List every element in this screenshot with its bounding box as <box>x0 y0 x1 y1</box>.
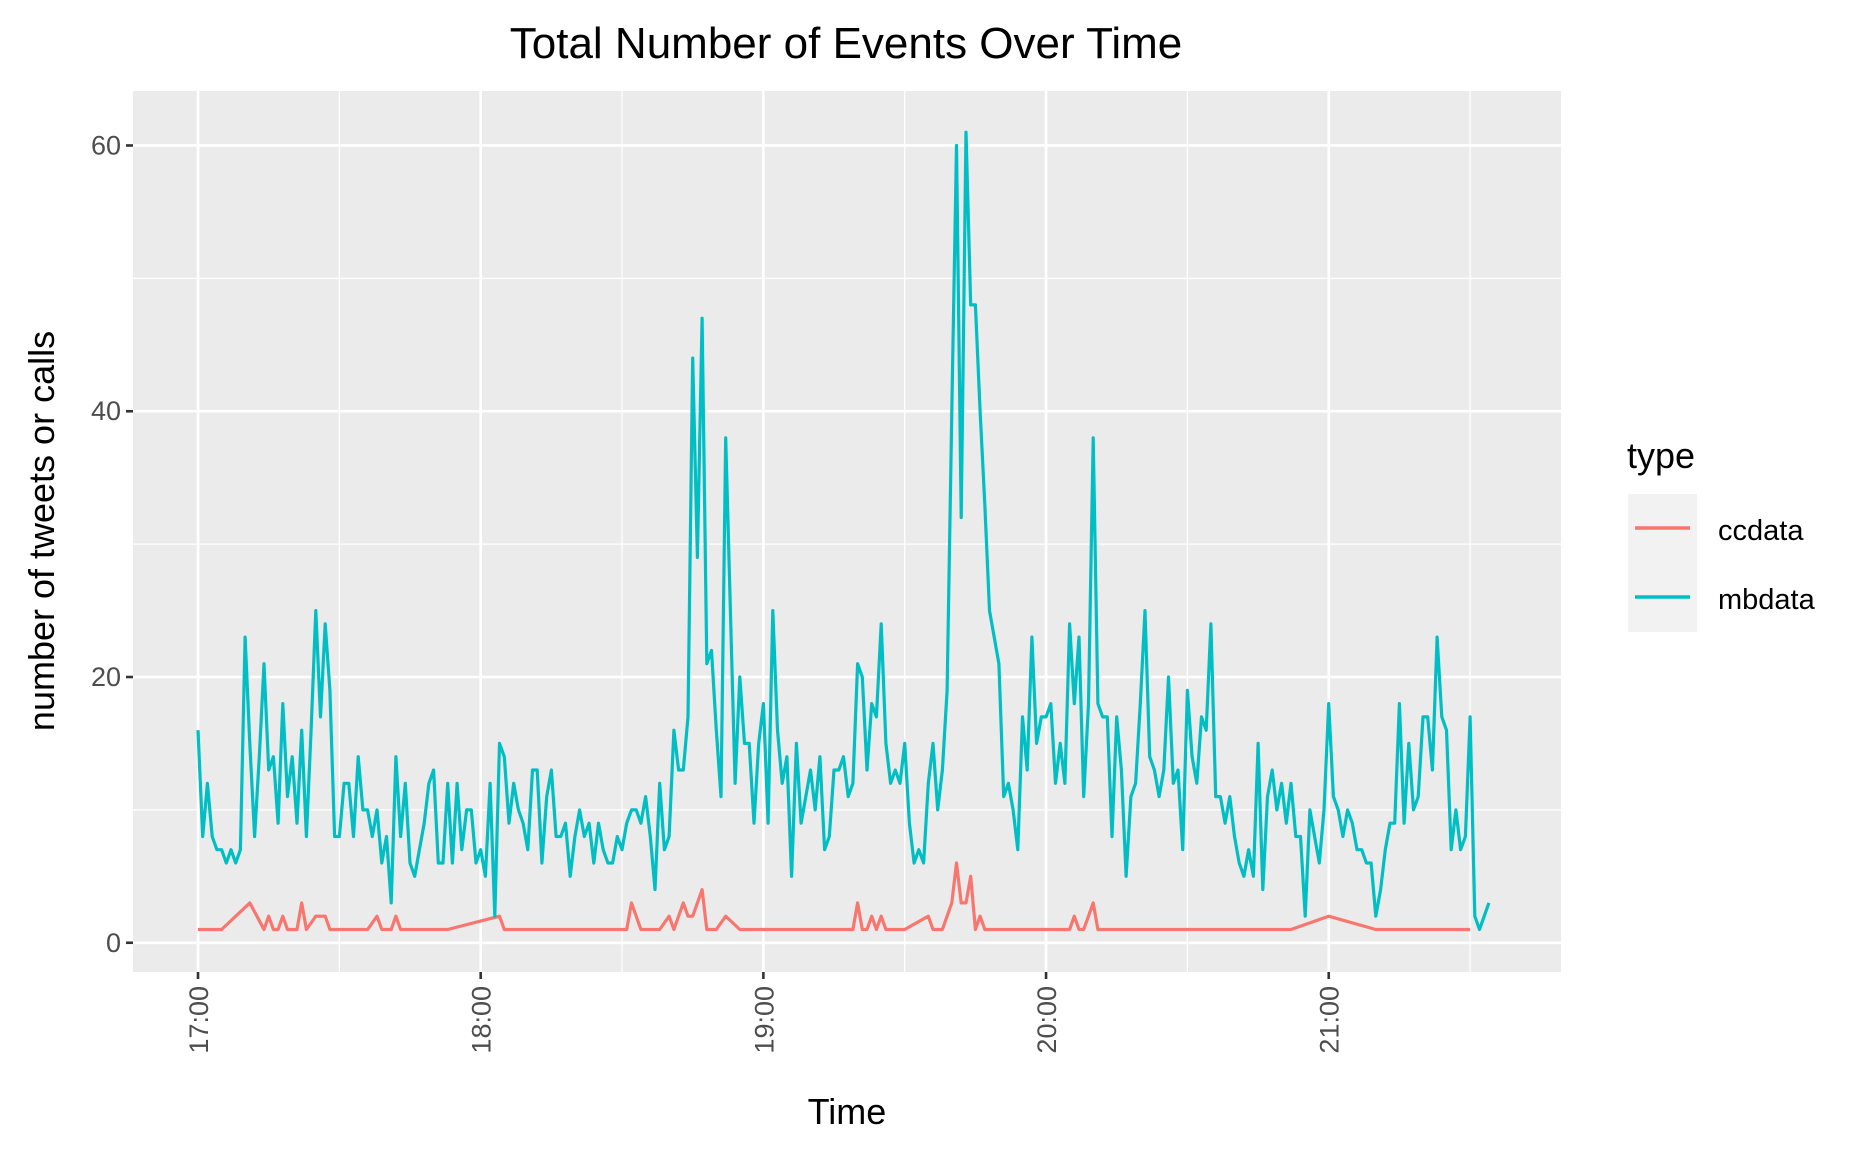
y-axis-title: number of tweets or calls <box>21 331 62 731</box>
x-axis: 17:00 18:00 19:00 20:00 21:00 <box>184 972 1345 1054</box>
series-line-ccdata <box>198 861 1471 932</box>
y-tick-label: 60 <box>91 130 121 160</box>
x-tick-label: 21:00 <box>1315 986 1345 1054</box>
chart-title: Total Number of Events Over Time <box>510 19 1182 68</box>
y-tick-label: 20 <box>91 662 121 692</box>
legend: type ccdata mbdata <box>1627 435 1816 632</box>
x-tick-label: 20:00 <box>1032 986 1062 1054</box>
major-gridlines <box>133 91 1561 972</box>
legend-key-background <box>1628 494 1697 632</box>
legend-title: type <box>1627 435 1695 476</box>
series-line-mbdata <box>196 130 1491 932</box>
x-tick-label: 19:00 <box>749 986 779 1054</box>
y-tick-label: 0 <box>106 928 121 958</box>
x-tick-label: 18:00 <box>467 986 497 1054</box>
y-axis: 0 20 40 60 <box>91 130 133 958</box>
x-tick-label: 17:00 <box>184 986 214 1054</box>
x-axis-title: Time <box>808 1091 887 1132</box>
legend-label-ccdata: ccdata <box>1718 515 1804 547</box>
series-layer <box>196 130 1491 932</box>
legend-label-mbdata: mbdata <box>1718 584 1816 616</box>
plot-panel <box>133 91 1561 972</box>
y-tick-label: 40 <box>91 396 121 426</box>
